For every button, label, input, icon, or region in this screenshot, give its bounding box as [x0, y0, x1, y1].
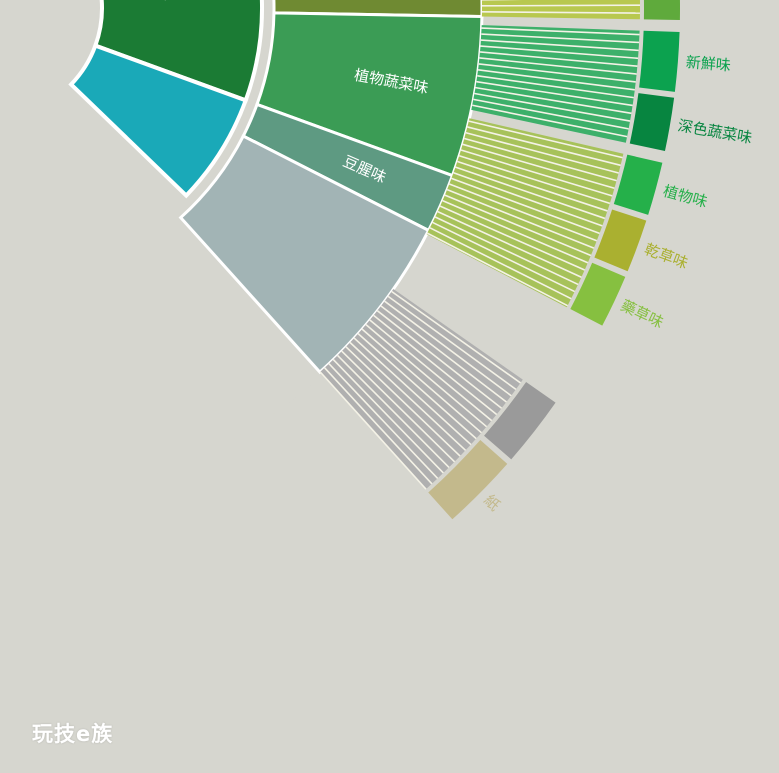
stripe-line	[481, 11, 640, 14]
stripe-line	[373, 314, 498, 416]
stripe-line	[472, 104, 628, 138]
stripe-line	[481, 4, 640, 7]
middle-segment	[178, 134, 431, 375]
outer-label: 豆莢味	[688, 0, 733, 1]
stripe-line	[353, 337, 472, 446]
stripe-line	[479, 51, 638, 67]
stripe-line	[468, 120, 623, 159]
stripe-line	[458, 154, 611, 205]
outer-segment	[428, 440, 508, 520]
stripe-line	[442, 199, 589, 264]
stripe-line	[478, 63, 636, 83]
stripe-line	[464, 137, 617, 182]
stripe-line	[345, 346, 461, 457]
stripe-line	[457, 160, 608, 212]
stripe-line	[376, 310, 503, 409]
stripe-line	[324, 367, 433, 485]
stripe-line	[474, 92, 631, 122]
stripe-line	[434, 216, 579, 286]
stripe-line	[449, 183, 598, 242]
outer-segment	[639, 30, 680, 92]
outer-label: 深色蔬菜味	[677, 117, 754, 147]
stripe-line	[477, 69, 635, 91]
stripe-line	[369, 319, 493, 422]
outer-segment	[570, 262, 626, 326]
stripe-line	[481, 27, 640, 36]
stripe-line	[467, 126, 621, 167]
stripe-line	[337, 354, 450, 468]
watermark-logo: 玩技e族	[32, 722, 114, 746]
outer-segment	[643, 0, 680, 21]
stripe-line	[391, 290, 521, 384]
stripe-line	[446, 188, 595, 249]
stripe-line	[451, 177, 600, 235]
stripe-line	[341, 350, 456, 463]
outer-label: 紙	[480, 491, 503, 514]
stripe-line	[444, 194, 592, 257]
stripe-line	[477, 74, 634, 99]
outer-label: 植物味	[661, 182, 709, 211]
stripe-line	[357, 333, 477, 440]
outer-segment	[484, 381, 556, 460]
stripe-line	[480, 39, 639, 52]
stripe-line	[384, 300, 512, 397]
outer-label: 乾草味	[642, 240, 690, 272]
stripe-line	[439, 205, 585, 271]
stripe-line	[328, 363, 439, 479]
stripe-line	[475, 86, 632, 115]
stripe-line	[460, 149, 613, 197]
stripe-line	[473, 98, 629, 130]
stripe-line	[319, 371, 427, 490]
outer-label: 新鮮味	[685, 53, 731, 74]
inner-segment	[92, 0, 264, 103]
stripe-line	[349, 341, 467, 451]
outer-segment	[594, 209, 647, 272]
stripe-line	[332, 359, 444, 474]
stripe-line	[453, 172, 603, 227]
stripe-line	[480, 45, 639, 60]
stripe-line	[429, 227, 572, 300]
outer-segment	[629, 93, 675, 152]
stripe-line	[462, 143, 615, 190]
inner-segment	[68, 43, 249, 199]
stripe-line	[479, 57, 637, 75]
stripe-line	[432, 221, 576, 293]
stripe-line	[426, 232, 568, 307]
stripe-line	[476, 80, 633, 107]
outer-segment	[613, 154, 663, 215]
stripe-line	[380, 305, 507, 403]
outer-label: 藥草味	[618, 296, 666, 331]
stripe-line	[387, 295, 517, 390]
stripe-line	[365, 323, 488, 428]
stripe-band	[481, 0, 640, 20]
wheel-segments	[68, 0, 680, 520]
stripe-line	[465, 131, 619, 174]
stripe-line	[361, 328, 482, 434]
stripe-line	[437, 210, 582, 278]
stripe-line	[455, 166, 606, 220]
stripe-line	[481, 33, 640, 44]
